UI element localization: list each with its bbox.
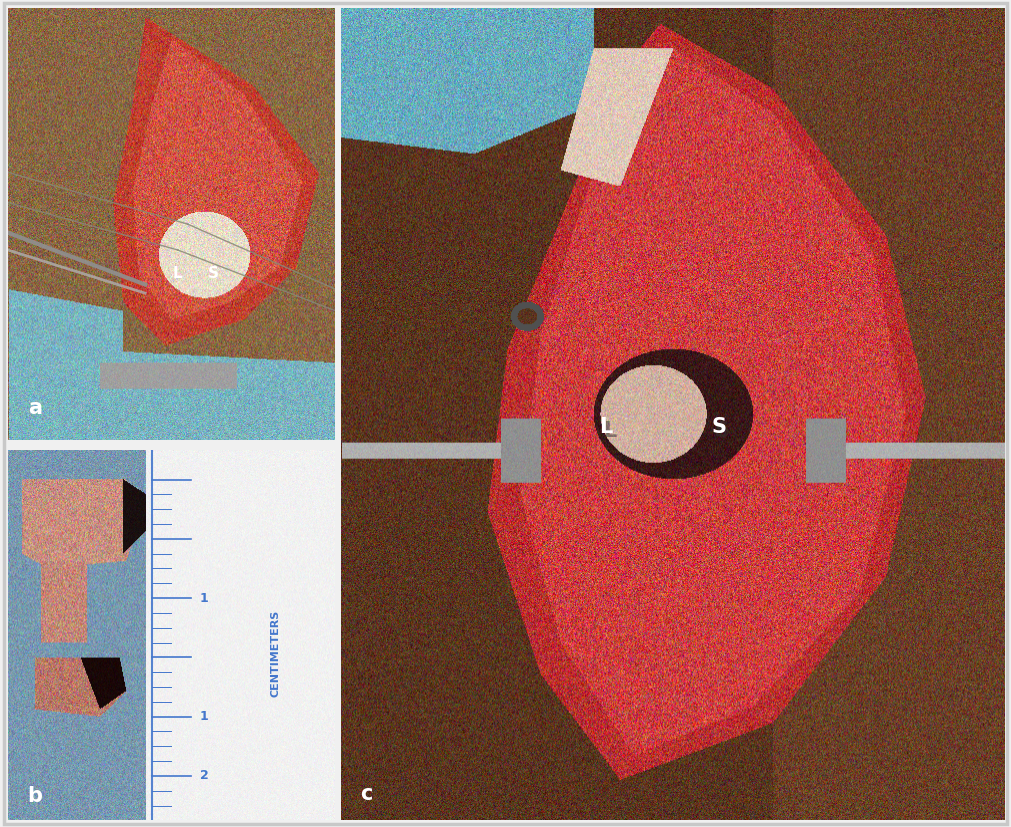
Text: b: b	[27, 786, 42, 805]
Text: 1: 1	[199, 710, 208, 723]
Text: L: L	[603, 421, 616, 441]
Text: S: S	[208, 266, 219, 281]
Text: L: L	[600, 417, 613, 437]
Text: a: a	[27, 399, 41, 418]
Text: L: L	[173, 266, 183, 281]
Text: S: S	[712, 417, 726, 437]
Text: CENTIMETERS: CENTIMETERS	[271, 610, 281, 697]
Text: 2: 2	[199, 769, 208, 782]
Text: S: S	[715, 421, 730, 441]
Text: c: c	[361, 784, 373, 804]
Text: 1: 1	[199, 591, 208, 605]
